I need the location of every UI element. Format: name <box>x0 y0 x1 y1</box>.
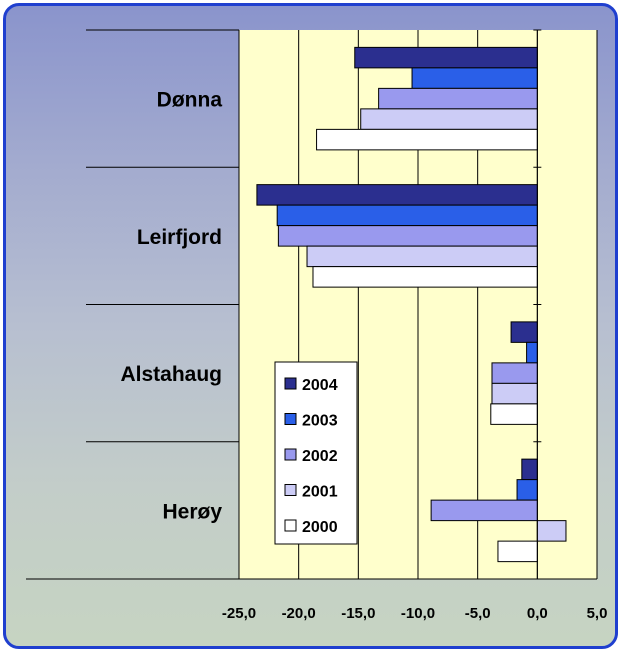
legend-label-2002: 2002 <box>302 448 338 465</box>
bar-2004-1 <box>256 184 538 206</box>
x-tick-label: 5,0 <box>587 605 608 622</box>
legend-swatch-2003 <box>284 413 297 425</box>
bar-2000-3 <box>497 540 538 563</box>
bar-2004-3 <box>521 458 538 481</box>
legend: 2004 2003 2002 2001 2000 <box>274 361 358 545</box>
bar-2001-2 <box>491 382 538 405</box>
x-tick-label: -5,0 <box>465 605 491 622</box>
category-label: Alstahaug <box>120 363 222 386</box>
bar-2000-1 <box>312 266 538 288</box>
bar-2004-0 <box>354 46 538 69</box>
legend-swatch-2004 <box>284 377 297 390</box>
category-label: Dønna <box>157 89 223 112</box>
category-label: Herøy <box>162 500 222 523</box>
bar-2004-2 <box>510 321 538 343</box>
bar-2000-0 <box>316 128 538 151</box>
legend-label-2003: 2003 <box>302 413 338 430</box>
x-tick-label: -15,0 <box>341 605 375 622</box>
labels-group: Dønna Leirfjord Alstahaug Herøy -25,0 -20,0 -1… <box>120 89 607 622</box>
legend-label-2001: 2001 <box>302 484 338 501</box>
bar-chart: Dønna Leirfjord Alstahaug Herøy -25,0 -20,0 -1… <box>26 29 607 622</box>
bar-2002-1 <box>277 225 538 247</box>
bar-2002-0 <box>378 87 538 110</box>
bar-2002-2 <box>491 362 538 384</box>
bar-2003-2 <box>526 341 538 364</box>
bar-2001-3 <box>536 520 567 542</box>
bar-2003-0 <box>411 67 538 89</box>
category-label: Leirfjord <box>137 226 222 249</box>
legend-swatch-2000 <box>284 519 297 532</box>
legend-swatch-2002 <box>284 448 297 461</box>
bars-group <box>256 46 567 563</box>
legend-label-2000: 2000 <box>302 519 338 536</box>
bar-2001-0 <box>360 108 538 130</box>
bar-2002-3 <box>430 499 538 522</box>
bar-2003-3 <box>516 479 538 501</box>
x-tick-label: -20,0 <box>282 605 316 622</box>
chart-frame: Dønna Leirfjord Alstahaug Herøy -25,0 -20,0 -1… <box>3 3 618 649</box>
legend-label-2004: 2004 <box>302 377 338 394</box>
x-tick-label: -25,0 <box>222 605 256 622</box>
bar-2000-2 <box>490 403 538 425</box>
legend-swatch-2001 <box>284 484 297 496</box>
bar-2003-1 <box>276 204 538 227</box>
x-tick-label: -10,0 <box>401 605 435 622</box>
bar-2001-1 <box>306 245 538 268</box>
x-tick-label: 0,0 <box>527 605 548 622</box>
axes-group <box>26 29 597 580</box>
